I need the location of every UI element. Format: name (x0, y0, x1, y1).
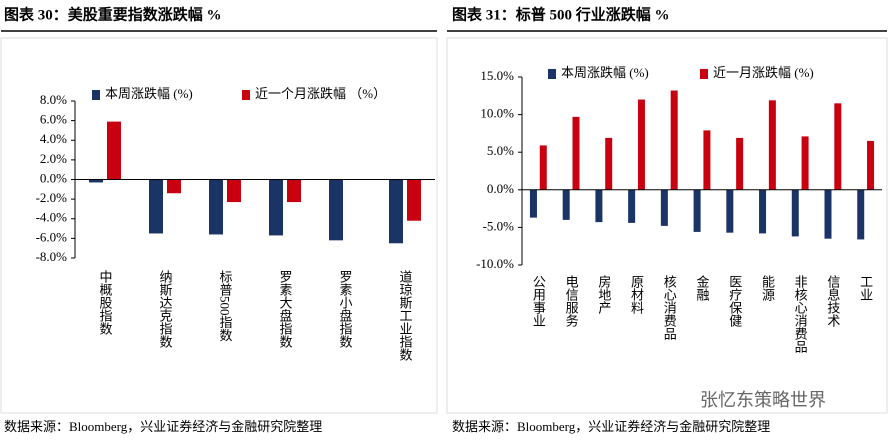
bar (539, 145, 547, 190)
y-tick-label: -2.0% (36, 190, 68, 205)
bar (89, 179, 103, 183)
y-tick-label: 0.0% (40, 170, 67, 185)
x-tick-label: 原材料 (629, 275, 644, 314)
bar (529, 189, 537, 218)
legend-label: 近一月涨跌幅 (%) (713, 65, 814, 80)
legend-label: 近一个月涨跌幅 （%） (255, 86, 386, 101)
x-tick-label: 非核心消费品 (793, 275, 808, 353)
x-tick-label: 道琼斯工业指数 (398, 270, 413, 361)
bar (572, 116, 580, 190)
y-tick-label: -10.0% (476, 256, 514, 271)
y-tick-label: 10.0% (480, 106, 514, 121)
bar (703, 130, 711, 190)
bar (801, 136, 809, 190)
y-tick-label: 0.0% (487, 181, 514, 196)
bar (768, 100, 776, 190)
x-tick-label: 罗素大盘指数 (278, 270, 293, 348)
x-tick-label: 核心消费品 (662, 275, 677, 340)
y-tick-label: 15.0% (480, 68, 514, 83)
y-tick-label: 8.0% (40, 92, 67, 107)
bar (227, 179, 241, 203)
bar (670, 90, 678, 190)
legend-label: 本周涨跌幅 (%) (561, 65, 649, 80)
y-tick-label: 4.0% (40, 131, 67, 146)
y-tick-label: -8.0% (36, 249, 68, 264)
x-tick-label: 医疗保健 (727, 275, 742, 328)
bar (149, 179, 163, 234)
y-tick-label: 2.0% (40, 151, 67, 166)
source-note: 数据来源：Bloomberg，兴业证券经济与金融研究院整理 (452, 419, 770, 434)
y-tick-label: 5.0% (487, 143, 514, 158)
source-note: 数据来源：Bloomberg，兴业证券经济与金融研究院整理 (4, 419, 322, 434)
bar (595, 189, 603, 223)
bar (562, 189, 570, 220)
x-tick-label: 纳斯达克指数 (158, 270, 173, 348)
bar (857, 189, 865, 240)
bar (167, 179, 181, 194)
x-tick-label: 信息技术 (825, 275, 840, 327)
y-tick-label: -5.0% (483, 218, 515, 233)
bar (628, 189, 636, 223)
bar (867, 140, 875, 190)
legend-swatch (700, 69, 708, 79)
bar (759, 189, 767, 234)
bar (287, 179, 301, 203)
x-tick-label: 工业 (858, 275, 873, 301)
bar (269, 179, 283, 236)
bar (791, 189, 799, 237)
x-tick-label: 标普500指数 (218, 270, 233, 342)
x-tick-label: 房地产 (596, 274, 611, 315)
bar (637, 99, 645, 190)
y-tick-label: -6.0% (36, 229, 68, 244)
bar (736, 137, 744, 190)
watermark: 张忆东策略世界 (700, 390, 826, 411)
bar (824, 189, 832, 239)
bar (605, 137, 613, 190)
bar (726, 189, 734, 233)
frame (446, 37, 888, 414)
x-tick-label: 公用事业 (531, 275, 546, 327)
y-tick-label: 6.0% (40, 112, 67, 127)
bar (834, 103, 842, 190)
bar (329, 179, 343, 241)
bar (407, 179, 421, 221)
x-tick-label: 罗素小盘指数 (338, 270, 353, 348)
x-tick-label: 中概股指数 (98, 270, 113, 335)
legend-swatch (242, 90, 250, 100)
x-tick-label: 能源 (760, 275, 775, 301)
bar (389, 179, 403, 244)
legend-label: 本周涨跌幅 (%) (105, 86, 193, 101)
frame (0, 37, 438, 414)
bar (209, 179, 223, 235)
bar (660, 189, 668, 226)
x-tick-label: 金融 (695, 274, 710, 301)
y-tick-label: -4.0% (36, 210, 68, 225)
chart-title: 图表 31：标普 500 行业涨跌幅 % (452, 5, 670, 23)
legend-swatch (548, 69, 556, 79)
bar (107, 121, 121, 180)
x-tick-label: 电信服务 (564, 275, 579, 327)
chart-title: 图表 30：美股重要指数涨跌幅 % (4, 5, 222, 23)
legend-swatch (92, 90, 100, 100)
bar (693, 189, 701, 232)
